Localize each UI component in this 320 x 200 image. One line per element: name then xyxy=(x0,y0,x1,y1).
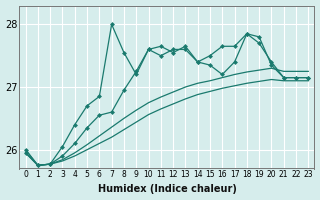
X-axis label: Humidex (Indice chaleur): Humidex (Indice chaleur) xyxy=(98,184,236,194)
